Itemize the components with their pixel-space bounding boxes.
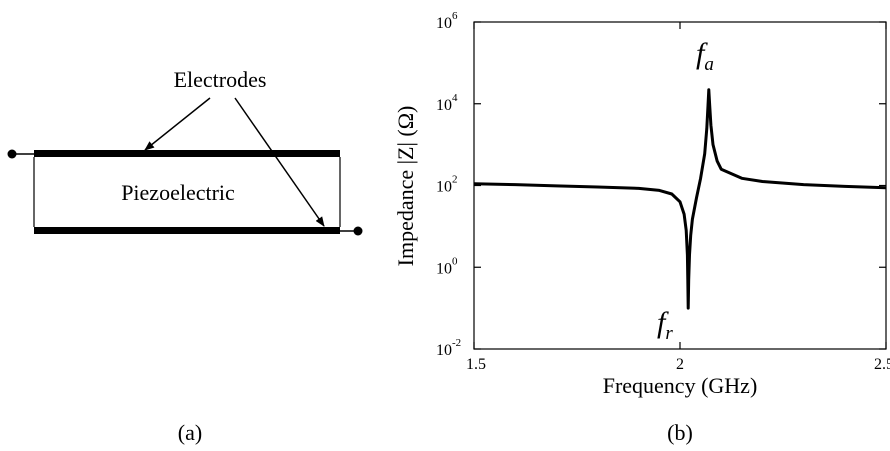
y-axis-label: Impedance |Z| (Ω) [393,106,418,267]
annotation-fr: fr [657,306,673,344]
y-tick-label-base: 10 [436,97,452,114]
top-electrode [34,150,340,157]
chart-caption: (b) [667,420,693,445]
diagram-caption: (a) [178,420,202,445]
x-tick-label: 2 [676,356,684,373]
y-tick-label: 10 [436,179,452,196]
piezoelectric-label: Piezoelectric [121,180,235,205]
y-tick-label-base: 10 [436,342,452,359]
y-tick-label-base: 10 [436,15,452,32]
y-tick-label-base: 10 [436,260,452,277]
y-tick-label-exponent: 6 [452,10,458,22]
bottom-electrode [34,227,340,234]
annotation-fr-sub: r [665,323,673,344]
y-tick-label-exponent: -2 [452,337,461,349]
y-tick-label-base: 10 [436,179,452,196]
y-tick-label: 10 [436,260,452,277]
resonator-diagram: Electrodes Piezoelectric (a) [7,67,363,445]
impedance-curve [473,88,887,310]
y-tick-label-exponent: 4 [452,92,458,104]
x-axis-ticks: 1.5 2 2.5 [466,22,890,373]
annotation-fa-sub: a [704,54,714,75]
y-tick-label-exponent: 2 [452,174,458,186]
x-tick-label: 2.5 [874,356,890,373]
y-tick-label: 10 [436,15,452,32]
annotation-fa: fa [696,37,714,75]
electrodes-arrow-bottom [234,97,325,227]
y-tick-label: 10 [436,342,452,359]
electrodes-arrow-top [144,97,211,151]
electrodes-label: Electrodes [174,67,267,92]
x-axis-label: Frequency (GHz) [603,373,758,398]
y-tick-label: 10 [436,97,452,114]
x-tick-label: 1.5 [466,356,486,373]
terminal-right-dot [353,226,363,236]
y-tick-label-exponent: 0 [452,255,458,267]
